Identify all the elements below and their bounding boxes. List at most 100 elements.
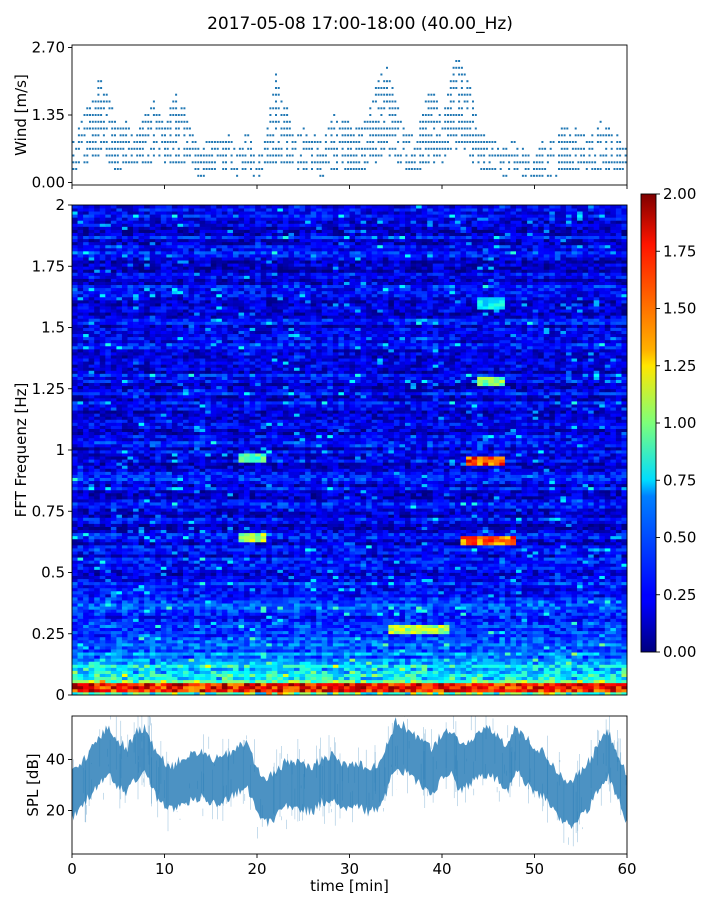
spectrogram-cell [593,649,600,653]
spectrogram-cell [471,606,478,610]
spectrogram-cell [332,642,339,647]
spectrogram-cell [621,627,628,632]
spectrogram-cell [299,593,306,598]
wind-point [158,114,161,116]
wind-point [119,134,122,137]
spectrogram-cell [188,609,195,613]
wind-point [374,100,377,103]
spectrogram-cell [432,578,439,583]
spectrogram-cell [504,584,511,589]
spectrogram-cell [316,673,323,678]
spectrogram-cell [621,621,628,625]
spectrogram-cell [305,587,312,592]
spectrogram-cell [155,627,162,632]
spectrogram-cell [532,682,539,687]
spectrogram-cell [565,655,572,659]
wind-point [180,107,183,110]
spectrogram-cell [266,615,273,619]
spectrogram-cell [210,688,217,693]
spectrogram-cell [577,670,583,674]
spectrogram-cell [543,615,550,619]
spectrogram-cell [527,633,534,638]
spectrogram-cell [621,612,628,616]
spectrogram-cell [466,661,472,665]
spectrogram-cell [377,615,384,619]
spectrogram-cell [255,627,262,632]
spectrogram-cell [199,682,206,687]
spectrogram-cell [244,685,250,690]
wind-point [269,120,272,123]
spectrogram-cell [471,685,478,690]
spectrogram-cell [105,667,112,671]
spectrogram-cell [366,600,373,604]
wind-point [108,154,111,157]
spectrogram-cell [110,593,117,598]
spectrogram-cell [410,646,417,650]
spectrogram-cell [360,621,367,625]
spectrogram-cell [188,597,195,601]
spectrogram-cell [527,670,534,674]
spectrogram-cell [232,639,239,644]
spectrogram-cell [177,655,184,659]
wind-point [394,147,397,150]
spectrogram-cell [183,612,189,616]
wind-point [280,100,283,103]
spectrogram-cell [593,636,600,641]
spectrogram-cell [105,636,112,641]
spectrogram-cell [149,685,156,690]
spectrogram-cell [99,584,106,589]
spectrogram-cell [199,655,206,659]
spectrogram-cell [88,627,95,632]
spectrogram-cell [121,649,128,653]
spectrogram-cell [499,652,506,656]
spectrogram-cell [454,664,461,668]
spectrogram-cell [305,603,312,607]
spectrogram-cell [454,584,461,589]
spectrogram-cell [116,664,123,668]
spectrogram-cell [305,679,312,684]
wind-point [386,127,388,130]
spectrogram-cell [116,667,123,671]
spectrogram-cell [299,581,306,586]
spectrogram-cell [410,621,417,625]
spectrogram-cell [593,624,600,629]
spectrogram-cell [277,575,284,580]
spectrogram-cell [366,636,373,641]
spectrogram-cell [294,667,300,671]
spectrogram-cell [110,572,117,576]
spectrogram-cell [72,575,78,580]
wind-point [574,127,577,130]
spectrogram-cell [138,667,145,671]
spectrogram-cell [527,655,534,659]
wind-point [458,120,461,123]
wind-point [358,134,361,137]
spectrogram-cell [604,630,611,635]
wind-point [358,147,361,150]
wind-point [194,168,197,170]
spectrogram-cell [238,670,245,674]
spectrogram-cell [99,600,106,604]
spectrogram-cell [471,688,478,693]
wind-point [261,154,264,157]
spectrogram-cell [316,615,323,619]
spectrogram-cell [549,578,556,583]
wind-point [161,120,164,123]
wind-point [177,114,180,116]
wind-point [227,147,230,150]
spectrogram-cell [460,609,467,613]
spectrogram-cell [516,688,522,693]
wind-point [216,147,219,150]
spectrogram-cell [355,624,361,629]
spectrogram-cell [521,618,528,622]
spectrogram-cell [249,682,256,687]
spectrogram-cell [471,609,478,613]
spectrogram-cell [99,612,106,616]
wind-point [424,147,427,150]
spectrogram-cell [360,590,367,595]
spectrogram-cell [249,609,256,613]
spectrogram-cell [127,587,134,592]
spectrogram-cell [266,676,273,681]
spectrogram-cell [133,606,139,610]
spectrogram-cell [416,615,423,619]
spectrogram-cell [210,642,217,647]
